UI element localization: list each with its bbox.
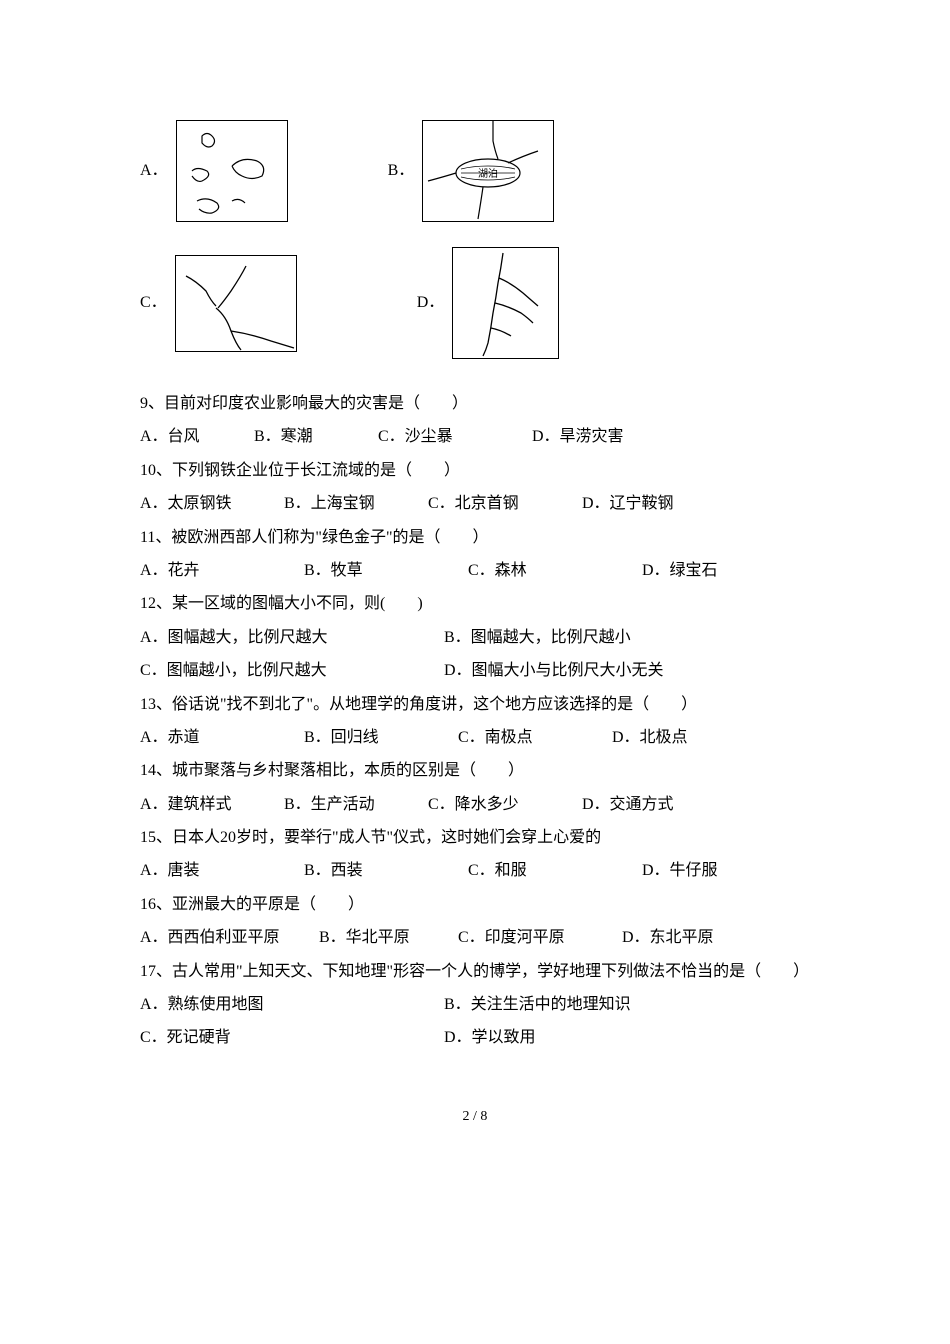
q16-b: B．华北平原 <box>319 923 454 953</box>
q13-b: B．回归线 <box>304 723 454 753</box>
q11-d: D．绿宝石 <box>642 556 718 586</box>
q15-text: 15、日本人20岁时，要举行"成人节"仪式，这时她们会穿上心爱的 <box>140 823 810 853</box>
q10-text: 10、下列钢铁企业位于长江流域的是（ ） <box>140 456 810 486</box>
q12-options-ab: A．图幅越大，比例尺越大 B．图幅越大，比例尺越小 <box>140 623 810 653</box>
q12-c: C．图幅越小，比例尺越大 <box>140 656 440 686</box>
q14-b: B．生产活动 <box>284 790 424 820</box>
q10-a: A．太原钢铁 <box>140 489 280 519</box>
image-box-b: 湖泊 <box>422 120 554 222</box>
q11-text: 11、被欧洲西部人们称为"绿色金子"的是（ ） <box>140 523 810 553</box>
q12-d: D．图幅大小与比例尺大小无关 <box>444 656 664 686</box>
q9-d: D．旱涝灾害 <box>532 422 624 452</box>
q10-c: C．北京首钢 <box>428 489 578 519</box>
image-label-a: A． <box>140 156 168 186</box>
q10-d: D．辽宁鞍钢 <box>582 489 674 519</box>
q9-b: B．寒潮 <box>254 422 374 452</box>
q11-c: C．森林 <box>468 556 638 586</box>
q11-a: A．花卉 <box>140 556 300 586</box>
q17-c: C．死记硬背 <box>140 1023 440 1053</box>
q10-options: A．太原钢铁 B．上海宝钢 C．北京首钢 D．辽宁鞍钢 <box>140 489 810 519</box>
image-box-c <box>175 255 297 352</box>
image-box-d <box>452 247 559 359</box>
q11-b: B．牧草 <box>304 556 464 586</box>
image-item-a: A． <box>140 120 288 222</box>
q15-b: B．西装 <box>304 856 464 886</box>
q12-text: 12、某一区域的图幅大小不同，则( ) <box>140 589 810 619</box>
image-box-a <box>176 120 288 222</box>
q17-options-cd: C．死记硬背 D．学以致用 <box>140 1023 810 1053</box>
q9-options: A．台风 B．寒潮 C．沙尘暴 D．旱涝灾害 <box>140 422 810 452</box>
q16-c: C．印度河平原 <box>458 923 618 953</box>
q17-text: 17、古人常用"上知天文、下知地理"形容一个人的博学，学好地理下列做法不恰当的是… <box>140 957 810 987</box>
svg-text:湖泊: 湖泊 <box>478 168 498 180</box>
image-row-cd: C． D． <box>140 247 810 359</box>
q14-options: A．建筑样式 B．生产活动 C．降水多少 D．交通方式 <box>140 790 810 820</box>
q17-d: D．学以致用 <box>444 1023 536 1053</box>
q13-options: A．赤道 B．回归线 C．南极点 D．北极点 <box>140 723 810 753</box>
q16-text: 16、亚洲最大的平原是（ ） <box>140 890 810 920</box>
q9-c: C．沙尘暴 <box>378 422 528 452</box>
q13-text: 13、俗话说"找不到北了"。从地理学的角度讲，这个地方应该选择的是（ ） <box>140 690 810 720</box>
image-item-d: D． <box>417 247 560 359</box>
image-row-ab: A． B． 湖泊 <box>140 120 810 222</box>
q16-a: A．西西伯利亚平原 <box>140 923 315 953</box>
image-label-b: B． <box>388 156 415 186</box>
q11-options: A．花卉 B．牧草 C．森林 D．绿宝石 <box>140 556 810 586</box>
image-item-c: C． <box>140 255 297 352</box>
q9-a: A．台风 <box>140 422 250 452</box>
q12-b: B．图幅越大，比例尺越小 <box>444 623 631 653</box>
q16-options: A．西西伯利亚平原 B．华北平原 C．印度河平原 D．东北平原 <box>140 923 810 953</box>
q10-b: B．上海宝钢 <box>284 489 424 519</box>
q14-text: 14、城市聚落与乡村聚落相比，本质的区别是（ ） <box>140 756 810 786</box>
q14-a: A．建筑样式 <box>140 790 280 820</box>
q12-options-cd: C．图幅越小，比例尺越大 D．图幅大小与比例尺大小无关 <box>140 656 810 686</box>
q13-c: C．南极点 <box>458 723 608 753</box>
image-item-b: B． 湖泊 <box>388 120 555 222</box>
q17-b: B．关注生活中的地理知识 <box>444 990 631 1020</box>
q14-c: C．降水多少 <box>428 790 578 820</box>
q15-a: A．唐装 <box>140 856 300 886</box>
q12-a: A．图幅越大，比例尺越大 <box>140 623 440 653</box>
q15-options: A．唐装 B．西装 C．和服 D．牛仔服 <box>140 856 810 886</box>
q15-d: D．牛仔服 <box>642 856 718 886</box>
q17-options-ab: A．熟练使用地图 B．关注生活中的地理知识 <box>140 990 810 1020</box>
image-label-c: C． <box>140 288 167 318</box>
q15-c: C．和服 <box>468 856 638 886</box>
q9-text: 9、目前对印度农业影响最大的灾害是（ ） <box>140 389 810 419</box>
q13-a: A．赤道 <box>140 723 300 753</box>
q17-a: A．熟练使用地图 <box>140 990 440 1020</box>
q16-d: D．东北平原 <box>622 923 714 953</box>
q13-d: D．北极点 <box>612 723 688 753</box>
image-label-d: D． <box>417 288 445 318</box>
page-number: 2 / 8 <box>140 1104 810 1131</box>
q14-d: D．交通方式 <box>582 790 674 820</box>
